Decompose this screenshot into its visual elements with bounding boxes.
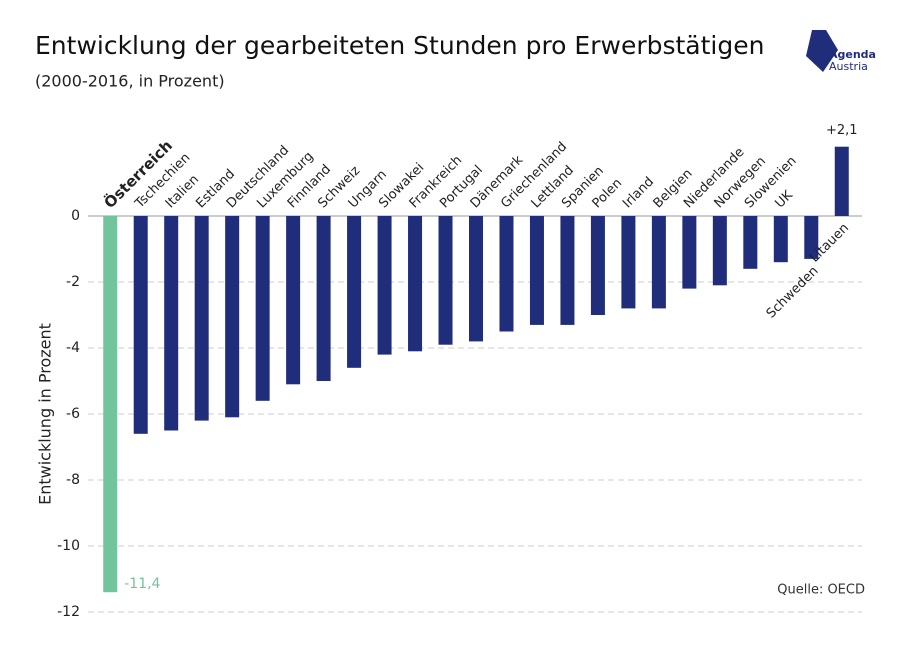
y-tick-label: -8 — [66, 472, 80, 488]
y-axis-label: Entwicklung in Prozent — [36, 323, 55, 505]
bar — [712, 216, 727, 286]
y-tick-label: 0 — [71, 208, 80, 224]
bar — [225, 216, 240, 418]
bar — [164, 216, 179, 431]
bar — [194, 216, 209, 421]
bar — [651, 216, 666, 309]
bar — [590, 216, 605, 315]
y-tick-label: -4 — [66, 340, 80, 356]
bar — [469, 216, 483, 342]
bar — [804, 216, 819, 259]
logo-icon — [806, 30, 838, 72]
y-tick-label: -10 — [57, 538, 80, 554]
bar — [529, 216, 544, 325]
x-tick-label: UK — [772, 188, 796, 212]
bar — [316, 216, 331, 381]
y-tick-label: -6 — [66, 406, 80, 422]
y-tick-label: -12 — [57, 604, 80, 620]
bar — [133, 216, 148, 434]
bar — [286, 216, 301, 385]
chart-subtitle: (2000-2016, in Prozent) — [35, 72, 225, 91]
bar — [377, 216, 392, 355]
chart-title: Entwicklung der gearbeiteten Stunden pro… — [35, 31, 764, 60]
bar — [743, 216, 758, 269]
x-tick-label: Schweden — [764, 264, 822, 322]
source: Quelle: OECD — [777, 583, 865, 598]
x-tick-label: Irland — [620, 174, 657, 211]
bar — [499, 216, 514, 332]
bar — [438, 216, 453, 345]
logo-text: Agenda — [829, 48, 876, 61]
y-tick-label: -2 — [66, 274, 80, 290]
bar — [682, 216, 697, 289]
bar — [560, 216, 575, 325]
value-label: +2,1 — [826, 123, 858, 138]
bar — [773, 216, 788, 263]
bar — [255, 216, 270, 401]
bar — [834, 146, 849, 216]
bar — [103, 216, 118, 593]
bar — [621, 216, 636, 309]
value-label: -11,4 — [124, 576, 160, 592]
bar — [347, 216, 362, 368]
logo-text: Austria — [829, 60, 868, 73]
bar — [408, 216, 423, 352]
